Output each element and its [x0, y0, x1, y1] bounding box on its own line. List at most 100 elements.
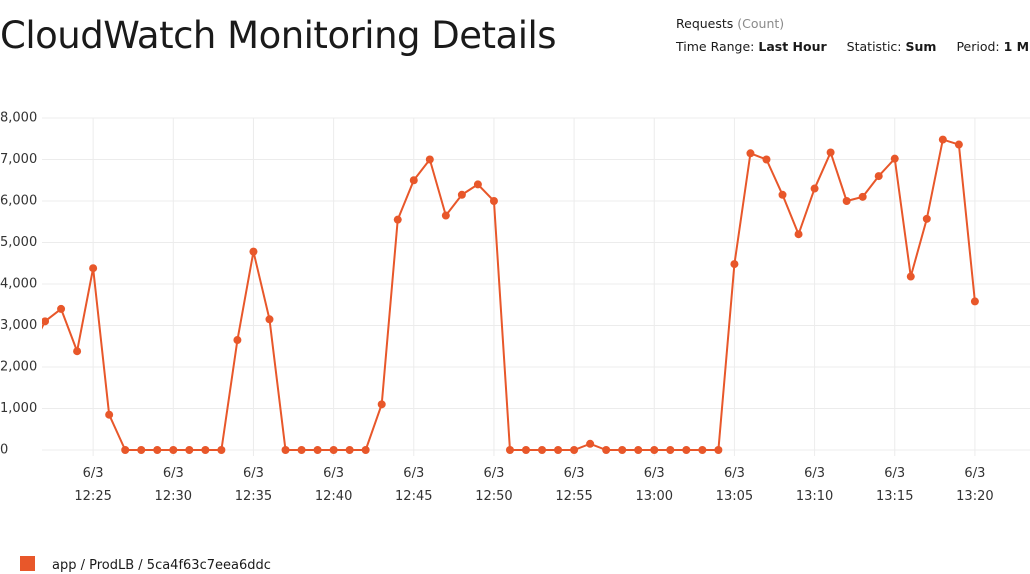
- data-point: [249, 247, 258, 256]
- setting: Time Range: Last Hour: [676, 39, 827, 54]
- data-point: [570, 446, 579, 454]
- data-point: [297, 446, 306, 454]
- series-line: [42, 138, 976, 451]
- y-tick-label: 8,000: [0, 111, 37, 126]
- data-point: [137, 446, 146, 454]
- data-point: [730, 260, 739, 269]
- y-tick-label: 2,000: [0, 360, 37, 375]
- data-point: [922, 214, 931, 223]
- data-point: [890, 154, 899, 163]
- data-point: [810, 184, 819, 193]
- x-tick-label: 6/3 12:45: [395, 466, 433, 504]
- setting-value: 1 Minute: [1003, 39, 1030, 54]
- data-point: [554, 446, 563, 454]
- data-point: [73, 347, 82, 356]
- data-point: [89, 264, 98, 273]
- data-point: [794, 230, 803, 239]
- data-point: [42, 317, 50, 326]
- data-point: [329, 446, 338, 454]
- data-point: [57, 304, 66, 313]
- data-point: [169, 446, 178, 454]
- data-point: [778, 190, 787, 199]
- data-point: [377, 400, 386, 409]
- data-point: [762, 155, 771, 164]
- data-point: [858, 192, 867, 201]
- legend-swatch: [20, 556, 35, 571]
- chart-title: CloudWatch Monitoring Details: [0, 14, 557, 57]
- data-point: [874, 172, 883, 181]
- y-tick-label: 1,000: [0, 401, 37, 416]
- data-point: [489, 197, 498, 205]
- data-point: [185, 446, 194, 454]
- data-point: [233, 336, 242, 345]
- metric-label: Requests (Count): [676, 16, 784, 31]
- y-tick-label: 5,000: [0, 235, 37, 250]
- data-point: [25, 349, 33, 357]
- legend: app / ProdLB / 5ca4f63c7eea6ddc: [20, 556, 271, 573]
- data-point: [281, 446, 290, 454]
- metric: Requests: [676, 16, 734, 31]
- data-point: [217, 446, 226, 454]
- legend-label: app / ProdLB / 5ca4f63c7eea6ddc: [52, 558, 271, 573]
- data-point: [105, 410, 114, 419]
- data-point: [618, 446, 627, 454]
- data-point: [473, 180, 482, 189]
- plot: [25, 135, 979, 454]
- x-tick-label: 6/3 12:55: [555, 466, 593, 504]
- data-point: [345, 446, 354, 454]
- x-tick-label: 6/3 12:35: [234, 466, 273, 504]
- y-tick-label: 0: [0, 443, 8, 458]
- data-point: [441, 211, 450, 220]
- metric-unit: (Count): [737, 16, 785, 31]
- setting: Period: 1 Minute: [956, 39, 1030, 54]
- x-tick-label: 6/3 13:15: [876, 466, 914, 504]
- data-point: [265, 315, 274, 324]
- data-point: [153, 446, 162, 454]
- data-point: [586, 439, 595, 448]
- setting: Statistic: Sum: [847, 39, 937, 54]
- data-point: [393, 215, 402, 224]
- data-point: [938, 135, 947, 144]
- x-tick-label: 6/3 13:00: [635, 466, 673, 504]
- x-tick-label: 6/3 12:30: [154, 466, 193, 504]
- data-point: [522, 446, 530, 454]
- x-tick-label: 6/3 13:10: [795, 466, 834, 504]
- setting-value: Sum: [905, 39, 937, 54]
- data-point: [954, 140, 963, 149]
- data-point: [634, 446, 643, 454]
- data-point: [409, 176, 418, 185]
- data-point: [746, 149, 755, 158]
- y-tick-label: 4,000: [0, 277, 37, 292]
- data-point: [650, 446, 659, 454]
- data-point: [361, 446, 370, 454]
- data-point: [505, 446, 514, 454]
- data-point: [970, 297, 979, 306]
- data-point: [313, 446, 322, 454]
- data-point: [826, 148, 835, 157]
- data-point: [698, 446, 707, 454]
- setting-label: Statistic:: [846, 39, 902, 54]
- x-tick-label: 6/3 12:50: [475, 466, 513, 504]
- x-tick-label: 6/3 12:40: [314, 466, 353, 504]
- data-point: [457, 190, 466, 199]
- data-point: [714, 446, 723, 454]
- y-tick-label: 6,000: [0, 194, 37, 209]
- x-tick-label: 6/3 13:20: [956, 466, 994, 504]
- y-tick-label: 3,000: [0, 318, 37, 333]
- x-tick-label: 6/3 12:25: [74, 466, 112, 504]
- data-point: [842, 197, 851, 205]
- data-point: [682, 446, 691, 454]
- data-point: [666, 446, 675, 454]
- y-tick-label: 7,000: [0, 152, 37, 167]
- setting-value: Last Hour: [758, 39, 827, 54]
- data-point: [201, 446, 210, 454]
- data-point: [121, 446, 130, 454]
- data-point: [538, 446, 547, 454]
- data-point: [906, 272, 915, 281]
- data-point: [602, 446, 611, 454]
- x-tick-label: 6/3 13:05: [715, 466, 754, 504]
- settings: Time Range: Last Hour Statistic: Sum Perio…: [676, 39, 1030, 54]
- setting-label: Period:: [956, 39, 1000, 54]
